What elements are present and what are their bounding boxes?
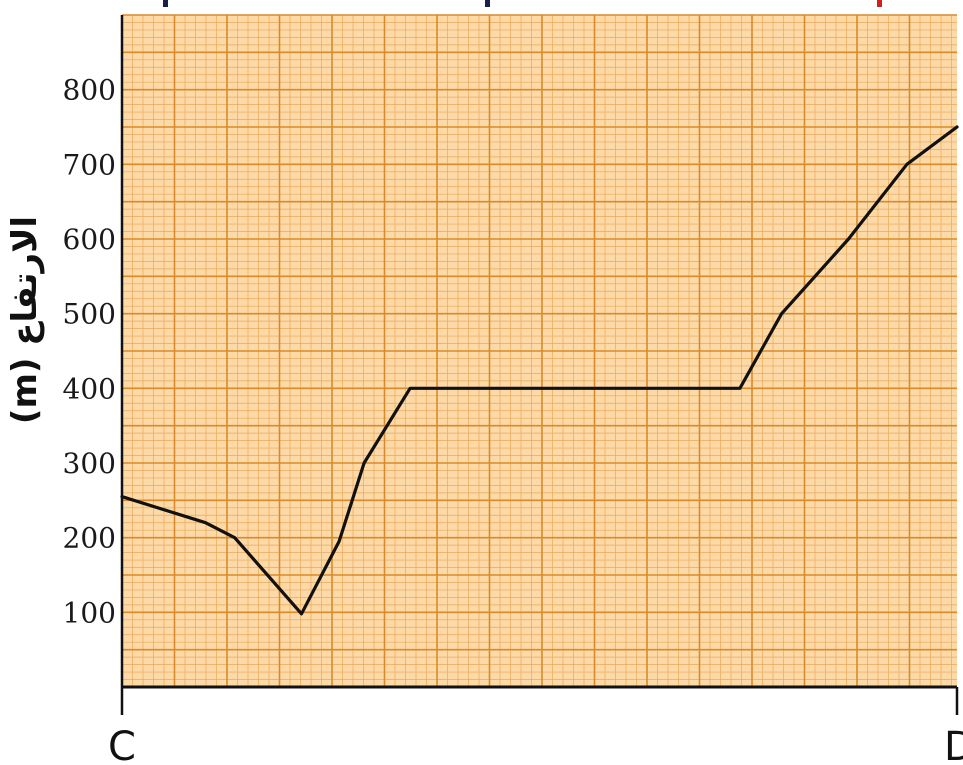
- elevation-line: [120, 125, 959, 616]
- y-ticks: 100 200 300 400 500 600 700 800: [63, 74, 116, 630]
- start-label-c: C: [108, 724, 136, 765]
- top-marks: [163, 0, 882, 7]
- top-mark-center: [485, 0, 490, 7]
- y-tick-label: 400: [63, 372, 116, 405]
- end-label-d: D: [944, 724, 963, 765]
- y-axis-label: الارتفاع (m): [5, 216, 45, 424]
- top-mark-right: [877, 0, 882, 7]
- y-tick-label: 200: [63, 522, 116, 555]
- y-tick-label: 800: [63, 74, 116, 107]
- grid-major: [121, 14, 957, 688]
- y-tick-label: 500: [63, 298, 116, 331]
- y-tick-label: 300: [63, 447, 116, 480]
- y-tick-label: 700: [63, 148, 116, 181]
- top-mark-left: [163, 0, 168, 7]
- y-tick-label: 600: [63, 223, 116, 256]
- y-tick-label: 100: [63, 596, 116, 629]
